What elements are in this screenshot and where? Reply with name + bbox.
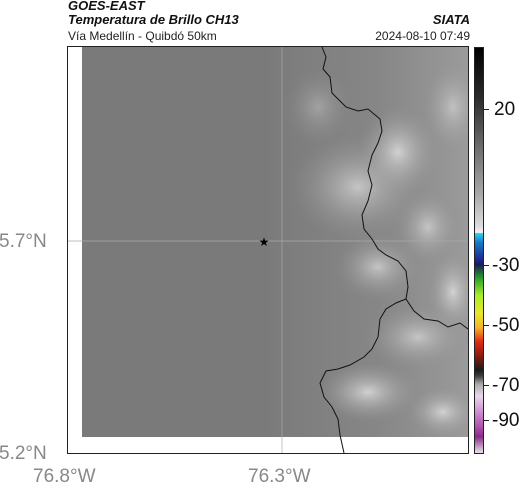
lat-label-52: 5.2°N xyxy=(0,443,47,464)
cbar-tick-m90 xyxy=(484,420,489,421)
boundary-line xyxy=(321,47,468,330)
lat-label-57: 5.7°N xyxy=(0,231,47,252)
cbar-tick-m70 xyxy=(484,385,489,386)
cbar-label-m30: -30 xyxy=(492,255,520,276)
cbar-label-m50: -50 xyxy=(492,315,520,336)
cbar-tick-m50 xyxy=(484,325,489,326)
map-canvas[interactable]: ★ xyxy=(68,47,468,453)
cloud-patches xyxy=(283,62,468,437)
boundary-line-south xyxy=(319,298,407,453)
lon-label-763: 76.3°W xyxy=(248,466,311,487)
title-product: Temperatura de Brillo CH13 xyxy=(68,12,239,27)
lon-label-768: 76.8°W xyxy=(33,466,96,487)
cbar-label-m70: -70 xyxy=(492,375,520,396)
colorbar xyxy=(474,47,484,454)
title-source: GOES-EAST xyxy=(68,0,145,13)
map-frame[interactable]: ★ xyxy=(67,46,469,454)
cbar-label-20: 20 xyxy=(494,99,516,120)
location-marker[interactable]: ★ xyxy=(259,235,270,249)
cbar-tick-20 xyxy=(484,109,489,110)
subtitle-region: Vía Medellín - Quibdó 50km xyxy=(68,29,217,43)
title-agency: SIATA xyxy=(432,12,470,27)
cbar-tick-m30 xyxy=(484,265,489,266)
cbar-label-m90: -90 xyxy=(492,410,520,431)
subtitle-datetime: 2024-08-10 07:49 xyxy=(375,29,470,43)
